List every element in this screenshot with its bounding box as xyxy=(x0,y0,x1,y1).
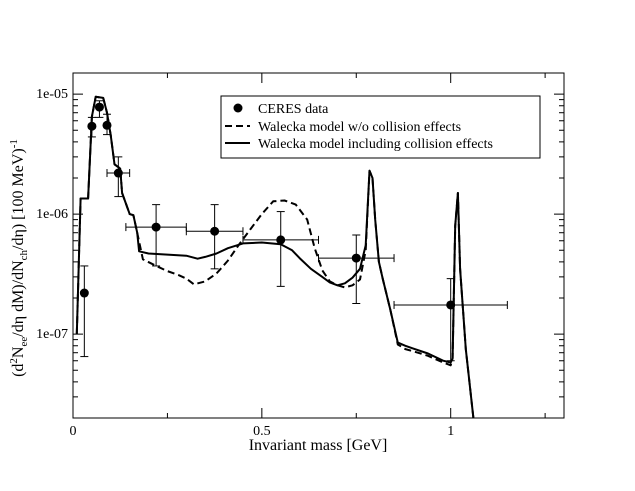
legend-label-dashed: Walecka model w/o collision effects xyxy=(258,120,461,135)
legend-marker-ceres xyxy=(233,103,243,113)
legend-box xyxy=(220,95,541,159)
x-axis-title: Invariant mass [GeV] xyxy=(249,437,388,454)
data-point xyxy=(351,253,361,263)
y-axis: 1e-05 1e-06 1e-07 xyxy=(36,87,564,419)
legend: CERES data Walecka model w/o collision e… xyxy=(220,95,541,159)
x-tick-label: 0.5 xyxy=(253,424,271,439)
y-tick-label: 1e-05 xyxy=(36,87,68,102)
y-tick-label: 1e-07 xyxy=(36,327,68,342)
plot-frame xyxy=(72,72,565,419)
markers-layer xyxy=(79,102,456,310)
data-point xyxy=(276,235,286,245)
legend-label-solid: Walecka model including collision effect… xyxy=(258,137,493,152)
x-axis: 0 0.5 1 xyxy=(70,73,546,439)
y-axis-title: (d2Nee/dη dM)/dNch/dη) [100 MeV)-1 xyxy=(8,139,30,377)
data-point xyxy=(102,120,112,130)
data-point xyxy=(151,222,161,232)
data-point xyxy=(94,102,104,112)
x-tick-label: 0 xyxy=(70,424,77,439)
x-tick-label: 1 xyxy=(447,424,454,439)
data-point xyxy=(79,288,89,298)
data-point xyxy=(446,300,456,310)
data-point xyxy=(113,168,123,178)
data-point xyxy=(210,226,220,236)
legend-label-ceres: CERES data xyxy=(258,102,329,117)
plot-area xyxy=(72,72,565,419)
data-point xyxy=(87,121,97,131)
y-tick-label: 1e-06 xyxy=(36,207,68,222)
